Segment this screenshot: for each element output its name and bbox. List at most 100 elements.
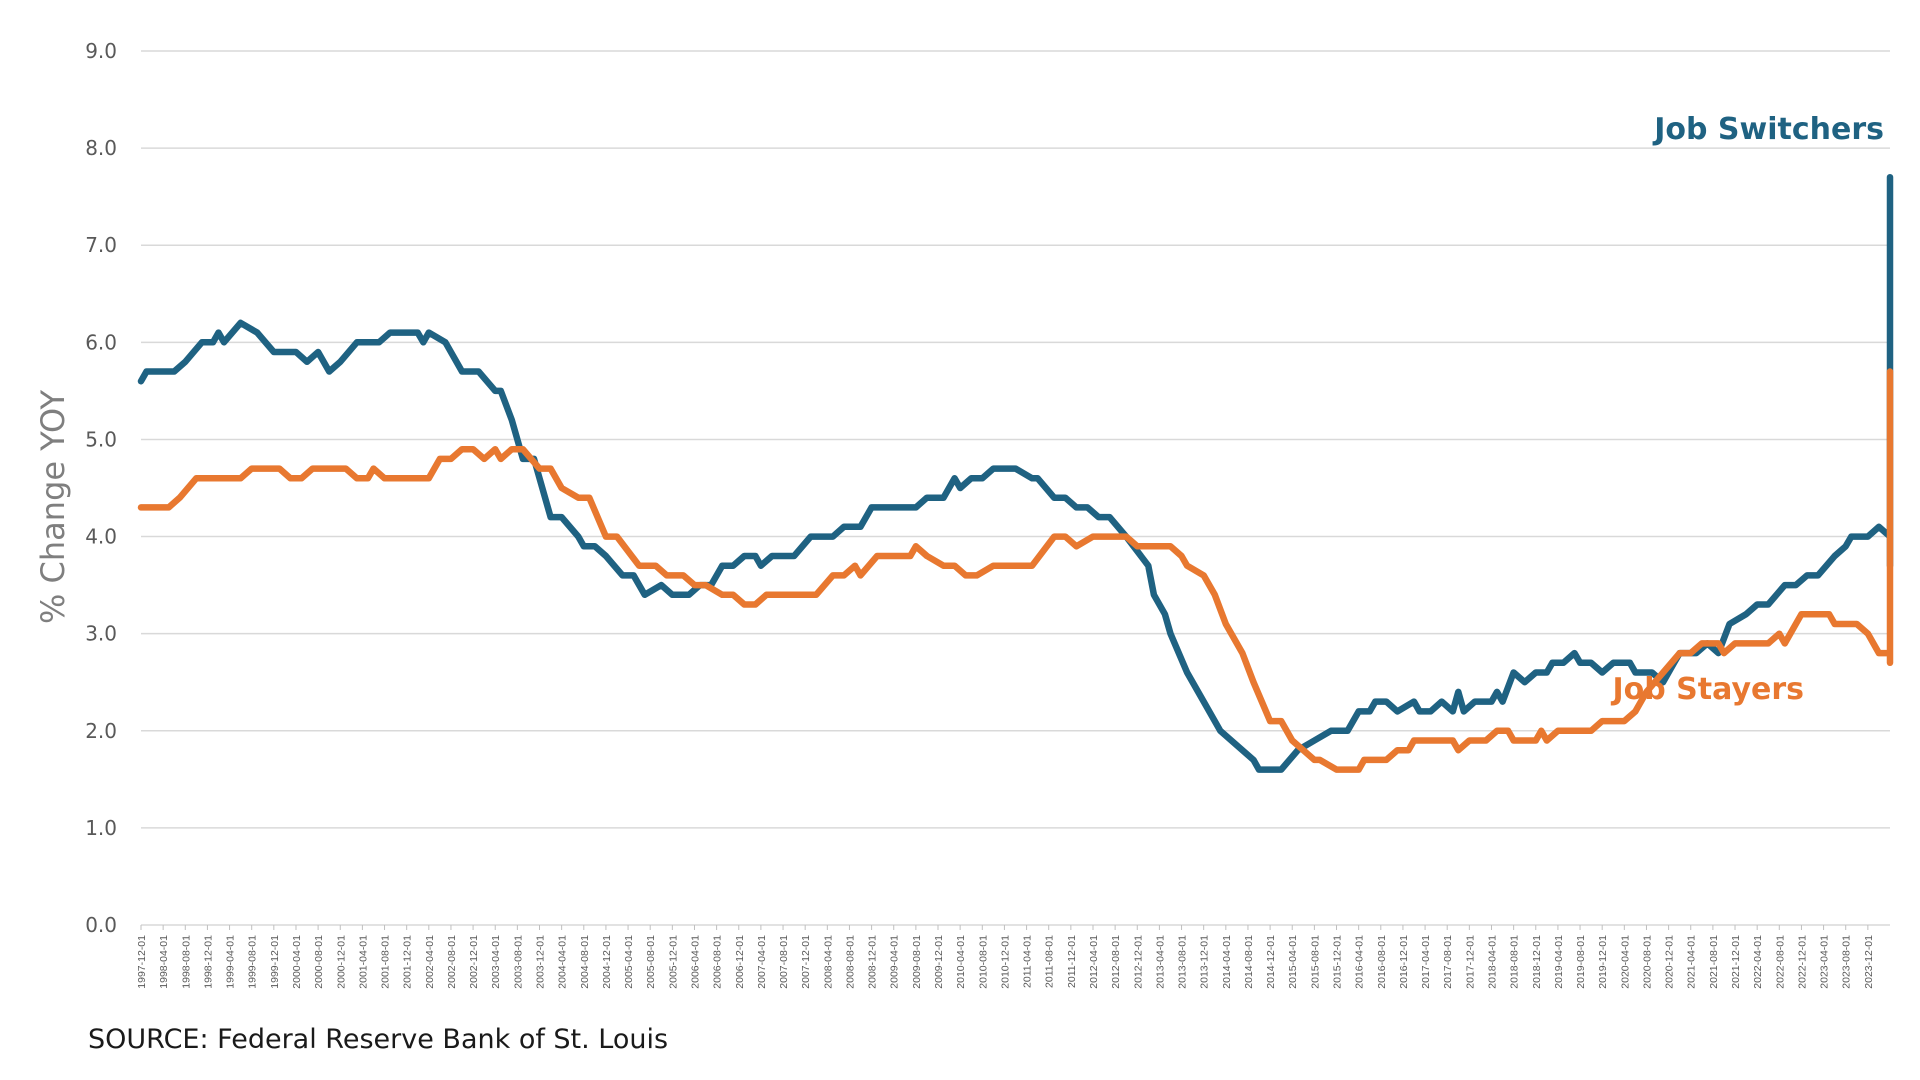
y-tick-label: 1.0	[85, 816, 117, 840]
x-tick-label: 2000-04-01	[291, 935, 303, 989]
y-tick-label: 3.0	[85, 622, 117, 646]
x-tick-label: 2008-08-01	[844, 935, 856, 989]
series-label-job-switchers: Job Switchers	[1652, 112, 1884, 147]
x-tick-label: 2012-12-01	[1132, 935, 1144, 989]
x-tick-label: 1998-08-01	[180, 935, 192, 989]
x-tick-label: 2002-12-01	[468, 935, 480, 989]
x-tick-label: 2012-08-01	[1110, 935, 1122, 989]
x-tick-label: 2010-08-01	[977, 935, 989, 989]
x-tick-label: 2020-04-01	[1619, 935, 1631, 989]
x-tick-label: 2018-12-01	[1531, 935, 1543, 989]
x-tick-label: 2001-08-01	[380, 935, 392, 989]
x-tick-label: 2013-12-01	[1199, 935, 1211, 989]
x-tick-label: 2008-04-01	[822, 935, 834, 989]
x-tick-label: 2011-04-01	[1022, 935, 1034, 988]
x-tick-label: 2004-04-01	[557, 935, 569, 989]
x-tick-label: 2021-12-01	[1730, 935, 1742, 989]
gridlines	[141, 50, 1890, 926]
x-tick-label: 2011-08-01	[1044, 935, 1056, 988]
y-axis-ticks: 0.0 1.0 2.0 3.0 4.0 5.0 6.0 7.0 8.0 9.0	[85, 39, 117, 937]
x-tick-label: 2023-12-01	[1863, 935, 1875, 989]
x-tick-label: 2000-08-01	[313, 935, 325, 989]
y-tick-label: 9.0	[85, 39, 117, 63]
x-tick-label: 2018-04-01	[1486, 935, 1498, 989]
x-tick-label: 2002-04-01	[424, 935, 436, 989]
x-tick-label: 2012-04-01	[1088, 935, 1100, 989]
line-chart: 0.0 1.0 2.0 3.0 4.0 5.0 6.0 7.0 8.0 9.0 1997-12-0…	[34, 39, 1894, 989]
x-tick-label: 1999-04-01	[225, 935, 237, 989]
y-tick-label: 5.0	[85, 427, 117, 451]
x-tick-label: 2013-08-01	[1177, 935, 1189, 989]
x-tick-label: 2022-04-01	[1752, 935, 1764, 989]
y-tick-label: 7.0	[85, 233, 117, 257]
x-tick-label: 2004-12-01	[601, 935, 613, 989]
x-axis-ticks: 1997-12-01 1998-04-01 1998-08-01 1998-12-01…	[136, 925, 1875, 989]
x-tick-label: 2019-12-01	[1597, 935, 1609, 989]
y-tick-label: 4.0	[85, 525, 117, 549]
x-tick-label: 2020-08-01	[1641, 935, 1653, 989]
series-label-job-stayers: Job Stayers	[1610, 672, 1804, 707]
y-tick-label: 2.0	[85, 719, 117, 743]
source-note: SOURCE: Federal Reserve Bank of St. Loui…	[88, 1024, 669, 1055]
x-tick-label: 2007-08-01	[778, 935, 790, 989]
x-tick-label: 2000-12-01	[335, 935, 347, 989]
series-lines	[137, 173, 1894, 773]
x-tick-label: 2014-08-01	[1243, 935, 1255, 989]
series-line-job-stayers	[137, 368, 1894, 773]
x-tick-label: 2005-08-01	[645, 935, 657, 989]
x-tick-label: 2005-12-01	[667, 935, 679, 989]
x-tick-label: 2004-08-01	[579, 935, 591, 989]
x-tick-label: 1998-12-01	[202, 935, 214, 989]
x-tick-label: 2015-04-01	[1287, 935, 1299, 989]
x-tick-label: 2022-12-01	[1796, 935, 1808, 989]
x-tick-label: 2005-04-01	[623, 935, 635, 989]
x-tick-label: 2016-08-01	[1376, 935, 1388, 989]
x-tick-label: 2018-08-01	[1509, 935, 1521, 989]
x-tick-label: 2003-04-01	[490, 935, 502, 989]
x-tick-label: 1998-04-01	[158, 935, 170, 989]
x-tick-label: 2008-12-01	[867, 935, 879, 989]
y-tick-label: 6.0	[85, 330, 117, 354]
x-tick-label: 2009-12-01	[933, 935, 945, 989]
x-tick-label: 2022-08-01	[1774, 935, 1786, 989]
x-tick-label: 2020-12-01	[1664, 935, 1676, 989]
x-tick-label: 2003-12-01	[535, 935, 547, 989]
y-axis-label: % Change YOY	[34, 390, 72, 625]
x-tick-label: 2010-12-01	[999, 935, 1011, 989]
x-tick-label: 2021-08-01	[1708, 935, 1720, 989]
x-tick-label: 2007-12-01	[800, 935, 812, 989]
x-tick-label: 2019-08-01	[1575, 935, 1587, 989]
x-tick-label: 2003-08-01	[512, 935, 524, 989]
x-tick-label: 2011-12-01	[1066, 935, 1078, 988]
x-tick-label: 1999-12-01	[269, 935, 281, 989]
x-tick-label: 2002-08-01	[446, 935, 458, 989]
x-tick-label: 2017-08-01	[1442, 935, 1454, 989]
x-tick-label: 2014-12-01	[1265, 935, 1277, 989]
x-tick-label: 2015-12-01	[1332, 935, 1344, 989]
x-tick-label: 2006-08-01	[712, 935, 724, 989]
x-tick-label: 2015-08-01	[1309, 935, 1321, 989]
x-tick-label: 2017-12-01	[1464, 935, 1476, 989]
x-tick-label: 2010-04-01	[955, 935, 967, 989]
x-tick-label: 2023-08-01	[1841, 935, 1853, 989]
x-tick-label: 2013-04-01	[1154, 935, 1166, 989]
x-tick-label: 2009-04-01	[889, 935, 901, 989]
x-tick-label: 1997-12-01	[136, 935, 148, 989]
x-tick-label: 2001-04-01	[357, 935, 369, 989]
x-tick-label: 2014-04-01	[1221, 935, 1233, 989]
y-tick-label: 0.0	[85, 913, 117, 937]
x-tick-label: 2009-08-01	[911, 935, 923, 989]
x-tick-label: 2007-04-01	[756, 935, 768, 989]
x-tick-label: 2016-04-01	[1354, 935, 1366, 989]
y-tick-label: 8.0	[85, 136, 117, 160]
x-tick-label: 2017-04-01	[1420, 935, 1432, 989]
x-tick-label: 2021-04-01	[1686, 935, 1698, 989]
x-tick-label: 2019-04-01	[1553, 935, 1565, 989]
x-tick-label: 1999-08-01	[247, 935, 259, 989]
x-tick-label: 2023-04-01	[1819, 935, 1831, 989]
x-tick-label: 2006-12-01	[734, 935, 746, 989]
x-tick-label: 2016-12-01	[1398, 935, 1410, 989]
x-tick-label: 2006-04-01	[689, 935, 701, 989]
x-tick-label: 2001-12-01	[402, 935, 414, 989]
